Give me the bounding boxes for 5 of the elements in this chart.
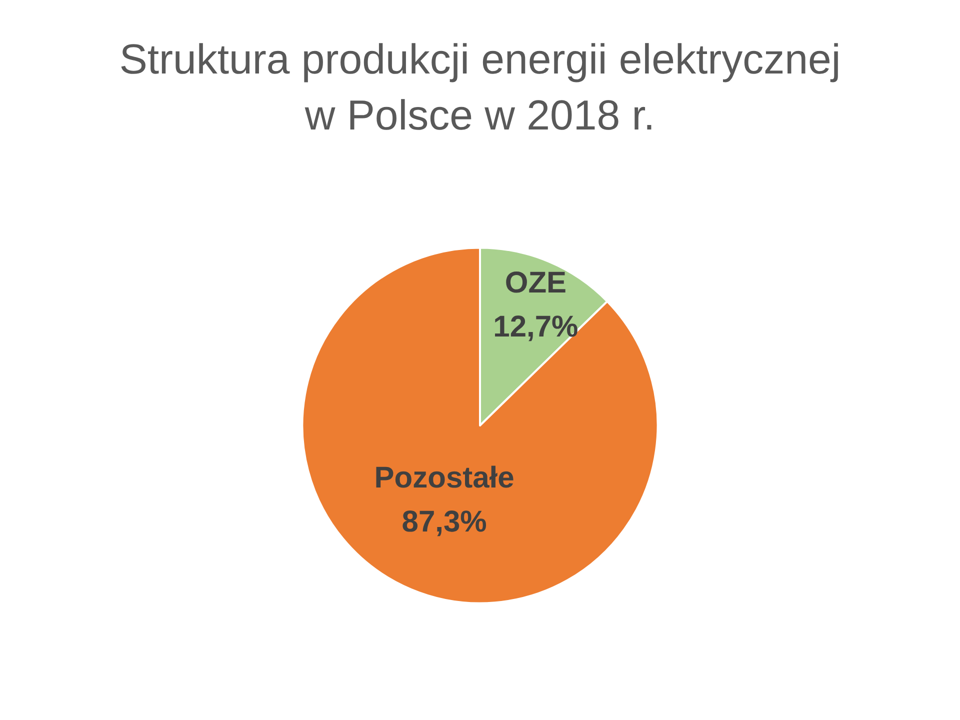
data-label: 87,3% — [402, 506, 487, 539]
data-label: 12,7% — [493, 310, 578, 344]
slice-label: OZE — [504, 266, 567, 300]
slice-label: Pozostałe — [374, 462, 514, 495]
chart-title: Struktura produkcji energii elektrycznej w Polsce w 2018 r. — [119, 36, 841, 138]
